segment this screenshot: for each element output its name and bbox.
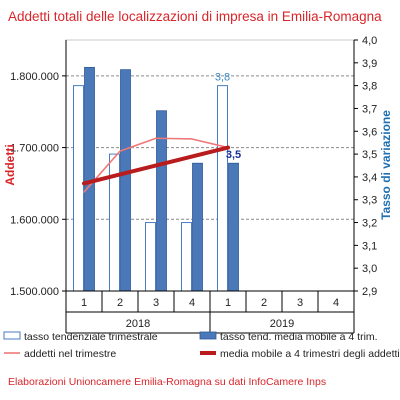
chart-title: Addetti totali delle localizzazioni di i… bbox=[8, 9, 382, 24]
year-label: 2019 bbox=[270, 318, 294, 330]
y-tick-label-left: 1.700.000 bbox=[10, 143, 59, 155]
x-tick-label: 4 bbox=[189, 297, 195, 309]
bar-quarterly-rate bbox=[73, 85, 84, 292]
bar-quarterly-rate bbox=[181, 222, 192, 292]
y-tick-label-right: 3,3 bbox=[362, 195, 377, 207]
y-tick-label-right: 3,0 bbox=[362, 263, 377, 275]
y-tick-label-right: 3,5 bbox=[362, 149, 377, 161]
x-tick-label: 3 bbox=[153, 297, 159, 309]
y-tick-label-right: 4,0 bbox=[362, 35, 377, 47]
x-tick-label: 1 bbox=[225, 297, 231, 309]
source-note: Elaborazioni Unioncamere Emilia-Romagna … bbox=[8, 376, 326, 388]
data-label: 3,8 bbox=[215, 72, 230, 84]
y-axis-label-right: Tasso di variazione bbox=[379, 110, 393, 220]
y-tick-label-right: 3,9 bbox=[362, 58, 377, 70]
legend-label: tasso tend. media mobile a 4 trim. bbox=[220, 331, 378, 343]
line-media-mobile-addetti bbox=[82, 145, 230, 186]
x-tick-label: 2 bbox=[117, 297, 123, 309]
x-tick-label: 2 bbox=[261, 297, 267, 309]
legend-swatch-outline-bar bbox=[3, 331, 21, 340]
y-tick-label-left: 1.500.000 bbox=[10, 286, 59, 298]
bar-quarterly-rate bbox=[145, 222, 156, 292]
lines-group bbox=[82, 137, 230, 193]
y-tick-label-right: 3,4 bbox=[362, 172, 377, 184]
legend-label: addetti nel trimestre bbox=[24, 348, 116, 360]
y-tick-label-right: 3,1 bbox=[362, 240, 377, 252]
x-category-axis: 1 2 3 4 1 2 3 4 2018 2019 bbox=[65, 290, 355, 334]
y-axis-label-left: Addetti bbox=[3, 144, 17, 185]
bars-group bbox=[73, 66, 239, 292]
data-label: 3,5 bbox=[226, 149, 241, 161]
y-tick-label-right: 3,8 bbox=[362, 81, 377, 93]
y-tick-label-right: 3,7 bbox=[362, 103, 377, 115]
bar-moving-avg-rate bbox=[120, 69, 131, 292]
bar-moving-avg-rate bbox=[228, 162, 239, 292]
legend-label: tasso tendenziale trimestrale bbox=[24, 331, 158, 343]
y-tick-labels-left: 1.500.000 1.600.000 1.700.000 1.800.000 bbox=[10, 71, 66, 298]
legend-swatch-filled-bar bbox=[199, 331, 217, 340]
bar-moving-avg-rate bbox=[192, 162, 203, 292]
legend-label: media mobile a 4 trimestri degli addetti bbox=[220, 348, 400, 360]
y-tick-label-right: 3,2 bbox=[362, 218, 377, 230]
x-tick-label: 4 bbox=[333, 297, 339, 309]
legend: tasso tendenziale trimestrale tasso tend.… bbox=[3, 331, 400, 360]
line-addetti-trimestre bbox=[83, 137, 229, 193]
x-tick-label: 3 bbox=[297, 297, 303, 309]
y-tick-label-right: 2,9 bbox=[362, 286, 377, 298]
bar-quarterly-rate bbox=[217, 85, 228, 292]
data-labels-group: 3,8 3,5 bbox=[215, 72, 241, 162]
x-tick-label: 1 bbox=[81, 297, 87, 309]
y-tick-label-left: 1.600.000 bbox=[10, 214, 59, 226]
y-tick-label-left: 1.800.000 bbox=[10, 71, 59, 83]
year-label: 2018 bbox=[126, 318, 150, 330]
y-tick-label-right: 3,6 bbox=[362, 126, 377, 138]
y-tick-labels-right: 2,9 3,0 3,1 3,2 3,3 3,4 3,5 3,6 3,7 3,8 3,9 4,0 bbox=[354, 35, 377, 298]
